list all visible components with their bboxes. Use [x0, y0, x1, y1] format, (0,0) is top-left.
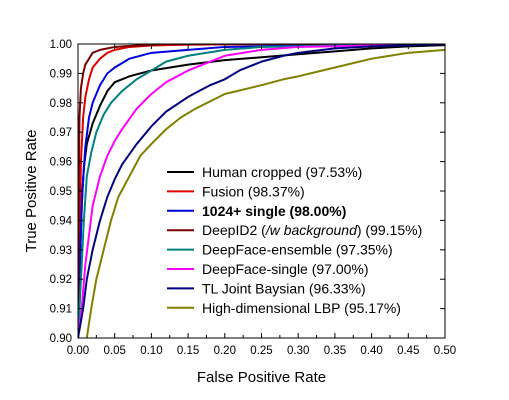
series-line-3	[78, 44, 445, 338]
x-tick-label: 0.00	[67, 345, 89, 357]
x-tick-label: 0.20	[214, 345, 236, 357]
x-axis-title: False Positive Rate	[197, 369, 326, 386]
x-tick-label: 0.10	[140, 345, 162, 357]
x-tick-label: 0.25	[250, 345, 272, 357]
y-tick-label: 0.99	[50, 68, 72, 80]
x-tick-label: 0.05	[104, 345, 126, 357]
y-tick-label: 1.00	[50, 39, 72, 51]
series-line-7	[85, 48, 445, 338]
y-tick-label: 0.92	[50, 274, 72, 286]
legend-label-part: TL Joint Baysian (96.33%)	[202, 280, 366, 296]
legend-label-part: Human cropped (97.53%)	[202, 164, 362, 180]
legend-label-6: TL Joint Baysian (96.33%)	[202, 280, 366, 296]
y-tick-label: 0.90	[50, 333, 72, 345]
series-line-4	[78, 44, 445, 338]
series-lines	[78, 44, 445, 338]
x-tick-label: 0.50	[434, 345, 456, 357]
y-tick-label: 0.97	[50, 127, 72, 139]
legend-label-1: Fusion (98.37%)	[202, 183, 305, 199]
y-tick-label: 0.94	[50, 215, 73, 227]
x-tick-label: 0.45	[397, 345, 419, 357]
legend-label-4: DeepFace-ensemble (97.35%)	[202, 242, 393, 258]
legend-label-part: 1024+ single (98.00%)	[202, 203, 346, 219]
y-tick-label: 0.93	[50, 245, 72, 257]
y-tick-label: 0.95	[50, 186, 72, 198]
x-tick-label: 0.30	[287, 345, 309, 357]
x-tick-label: 0.35	[324, 345, 346, 357]
legend-label-part: High-dimensional LBP (95.17%)	[202, 300, 401, 316]
legend-label-part: Fusion (98.37%)	[202, 183, 305, 199]
legend-label-part: ) (99.15%)	[357, 222, 422, 238]
legend-label-2: 1024+ single (98.00%)	[202, 203, 346, 219]
x-axis-ticks: 0.00 0.05 0.10 0.15 0.20 0.25 0.30 0.35 0.40 0.45…	[67, 44, 456, 357]
series-line-5	[78, 44, 445, 338]
legend-label-0: Human cropped (97.53%)	[202, 164, 362, 180]
legend: Human cropped (97.53%) Fusion (98.37%) 102…	[167, 164, 422, 316]
y-tick-label: 0.96	[50, 157, 72, 169]
legend-label-part: /w background	[265, 222, 358, 238]
y-axis-ticks: 0.90 0.91 0.92 0.93 0.94 0.95 0.96 0.97 0.98 0.99…	[50, 39, 445, 345]
legend-label-3: DeepID2 (/w background) (99.15%)	[202, 222, 422, 238]
legend-label-part: DeepFace-ensemble (97.35%)	[202, 242, 393, 258]
series-line-2	[78, 44, 445, 338]
legend-label-5: DeepFace-single (97.00%)	[202, 261, 369, 277]
legend-label-7: High-dimensional LBP (95.17%)	[202, 300, 401, 316]
y-tick-label: 0.91	[50, 304, 72, 316]
series-line-6	[78, 44, 445, 338]
legend-label-part: DeepFace-single (97.00%)	[202, 261, 369, 277]
y-tick-label: 0.98	[50, 98, 72, 110]
x-tick-label: 0.40	[360, 345, 382, 357]
legend-label-part: DeepID2 (	[202, 222, 266, 238]
x-tick-label: 0.15	[177, 345, 199, 357]
y-axis-title: True Positive Rate	[23, 130, 40, 253]
